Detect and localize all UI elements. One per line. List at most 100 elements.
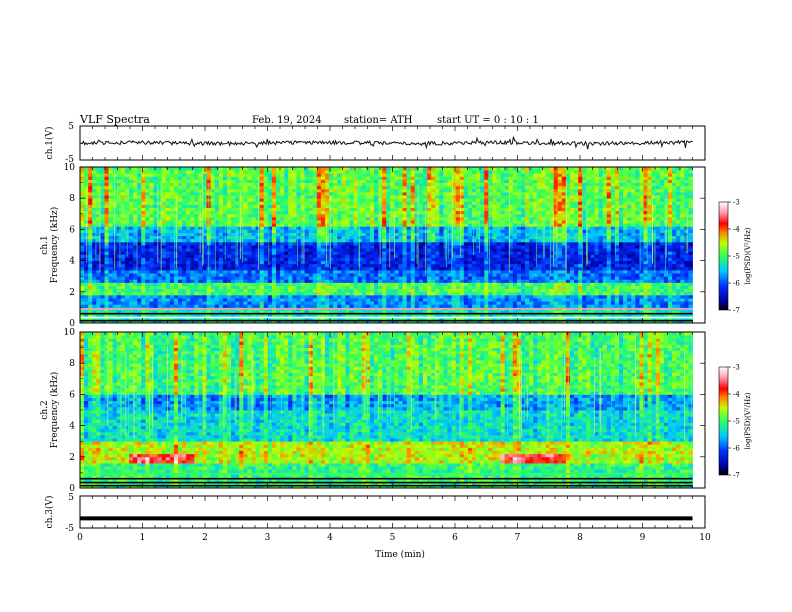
- spectrogram-cell: [582, 266, 587, 271]
- spectrogram-cell: [643, 251, 648, 255]
- spectrogram-cell: [259, 301, 265, 305]
- spectrogram-cell: [169, 285, 175, 290]
- spectrogram-cell: [271, 254, 277, 258]
- spectrogram-cell: [349, 220, 354, 224]
- spectrogram-cell: [198, 288, 203, 293]
- spectrogram-cell: [586, 229, 591, 233]
- spectrogram-cell: [688, 223, 693, 227]
- spectrogram-cell: [271, 304, 277, 308]
- spectrogram-cell: [533, 235, 538, 240]
- spectrogram-cell: [288, 301, 293, 305]
- spectrogram-cell: [427, 298, 432, 302]
- spectrogram-cell: [92, 220, 97, 224]
- spectrogram-cell: [133, 254, 138, 258]
- spectrogram-cell: [443, 304, 448, 308]
- spectrogram-cell: [349, 223, 354, 227]
- spectrogram-cell: [239, 298, 244, 302]
- spectrogram-cell: [349, 288, 354, 293]
- spectrogram-cell: [668, 238, 673, 243]
- spectrogram-cell: [610, 310, 616, 315]
- spectrogram-cell: [602, 294, 608, 299]
- spectrogram-cell: [382, 229, 387, 233]
- spectrogram-cell: [672, 285, 677, 290]
- spectrogram-cell: [341, 316, 346, 321]
- spectrogram-cell: [202, 235, 207, 240]
- spectrogram-cell: [333, 294, 338, 299]
- spectrogram-cell: [149, 294, 154, 299]
- spectrogram-cell: [663, 263, 669, 268]
- spectrogram-cell: [570, 313, 575, 318]
- spectrogram-cell: [386, 251, 391, 255]
- spectrogram-cell: [606, 316, 612, 321]
- spectrogram-cell: [651, 298, 657, 302]
- spectrogram-cell: [210, 273, 216, 277]
- spectrogram-cell: [680, 241, 685, 246]
- spectrogram-cell: [186, 220, 191, 224]
- spectrogram-cell: [239, 220, 244, 224]
- spectrogram-cell: [623, 241, 628, 246]
- spectrogram-cell: [88, 282, 93, 286]
- spectrogram-cell: [361, 304, 367, 308]
- spectrogram-cell: [153, 251, 158, 255]
- spectrogram-cell: [529, 229, 534, 233]
- spectrogram-cell: [198, 241, 203, 246]
- spectrogram-cell: [459, 248, 465, 252]
- spectrogram-cell: [243, 269, 248, 274]
- spectrogram-cell: [537, 298, 542, 302]
- spectrogram-cell: [570, 241, 575, 246]
- spectrogram-cell: [443, 282, 448, 286]
- spectrogram-cell: [659, 282, 665, 286]
- spectrogram-cell: [153, 276, 158, 280]
- spectrogram-cell: [304, 301, 310, 305]
- spectrogram-cell: [623, 269, 628, 274]
- spectrogram-cell: [316, 285, 322, 290]
- spectrogram-cell: [463, 226, 469, 230]
- spectrogram-cell: [325, 319, 330, 324]
- spectrogram-cell: [533, 294, 538, 299]
- spectrogram-cell: [165, 257, 171, 261]
- spectrogram-cell: [337, 279, 342, 283]
- spectrogram-cell: [402, 310, 408, 315]
- spectrogram-cell: [194, 245, 199, 249]
- spectrogram-cell: [247, 223, 252, 227]
- spectrogram-cell: [165, 301, 171, 305]
- spectrogram-cell: [431, 257, 436, 261]
- spectrogram-cell: [349, 266, 354, 271]
- spectrogram-cell: [590, 226, 595, 230]
- spectrogram-cell: [500, 260, 506, 265]
- spectrogram-cell: [292, 266, 297, 271]
- spectrogram-cell: [296, 313, 301, 318]
- spectrogram-cell: [423, 223, 428, 227]
- spectrogram-cell: [165, 285, 171, 290]
- spectrogram-cell: [451, 254, 457, 258]
- spectrogram-cell: [484, 319, 489, 324]
- spectrogram-cell: [235, 273, 240, 277]
- spectrogram-cell: [304, 232, 310, 237]
- spectrogram-cell: [357, 273, 363, 277]
- spectrogram-cell: [447, 260, 452, 265]
- spectrogram-cell: [619, 273, 624, 277]
- spectrogram-cell: [288, 245, 293, 249]
- spectrogram-cell: [655, 276, 661, 280]
- spectrogram-cell: [488, 276, 493, 280]
- spectrogram-cell: [627, 226, 632, 230]
- spectrogram-cell: [382, 291, 387, 296]
- spectrogram-cell: [84, 313, 89, 318]
- spectrogram-cell: [623, 313, 628, 318]
- spectrogram-cell: [194, 251, 199, 255]
- spectrogram-cell: [578, 310, 583, 315]
- spectrogram-cell: [423, 285, 428, 290]
- spectrogram-cell: [255, 310, 261, 315]
- spectrogram-cell: [496, 276, 501, 280]
- spectrogram-cell: [504, 248, 510, 252]
- spectrogram-cell: [341, 241, 346, 246]
- spectrogram-cell: [582, 260, 587, 265]
- spectrogram-cell: [190, 241, 195, 246]
- spectrogram-cell: [292, 241, 297, 246]
- spectrogram-cell: [300, 245, 305, 249]
- spectrogram-cell: [235, 266, 240, 271]
- spectrogram-cell: [467, 319, 473, 324]
- spectrogram-cell: [439, 319, 444, 324]
- spectrogram-cell: [112, 279, 118, 283]
- spectrogram-cell: [145, 226, 150, 230]
